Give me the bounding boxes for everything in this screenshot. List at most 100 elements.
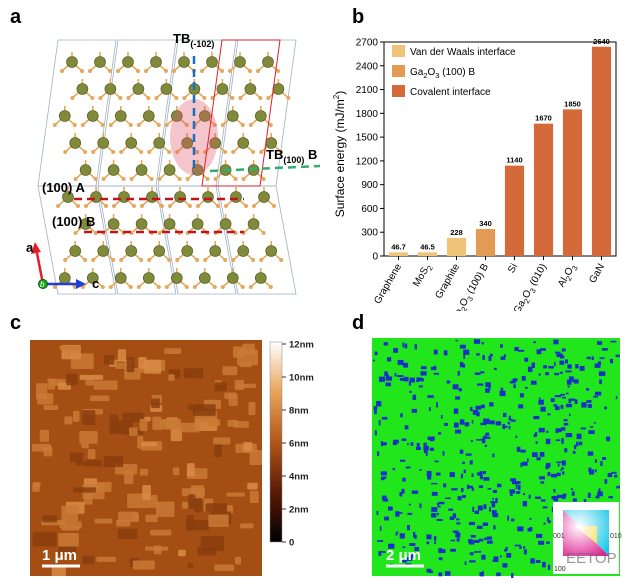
grain <box>386 374 390 380</box>
grain <box>438 432 442 435</box>
grain <box>462 363 466 368</box>
grain <box>574 444 577 450</box>
grain <box>609 358 614 364</box>
oxygen-atom <box>216 204 220 208</box>
gallium-atom <box>58 272 71 284</box>
grain <box>423 442 427 446</box>
grain <box>387 506 393 511</box>
grain <box>538 399 544 405</box>
oxygen-atom <box>261 177 266 181</box>
grain <box>463 349 470 355</box>
oxygen-atom <box>279 258 284 262</box>
oxygen-atom <box>220 285 225 289</box>
grain <box>503 412 507 418</box>
gallium-atom <box>255 272 267 284</box>
grain <box>590 426 594 428</box>
axis-b-origin <box>38 279 48 289</box>
grain <box>472 506 475 512</box>
grain <box>445 497 451 500</box>
bar-value-label: 46.7 <box>391 242 406 251</box>
grain <box>452 530 459 533</box>
terrace <box>116 519 131 527</box>
grain <box>556 353 563 358</box>
oxygen-atom <box>104 204 108 208</box>
grain <box>518 349 525 352</box>
grain <box>515 435 518 438</box>
grain <box>464 422 470 427</box>
oxygen-atom <box>248 123 253 127</box>
grain <box>508 425 511 430</box>
gallium-atom <box>135 164 148 176</box>
grain <box>469 406 473 412</box>
grain <box>535 441 538 444</box>
afm-terraces <box>32 343 262 576</box>
y-tick-label: 2700 <box>356 38 379 49</box>
grain <box>431 482 438 485</box>
grain <box>487 540 493 544</box>
grain <box>491 502 496 508</box>
grain <box>517 526 524 532</box>
grain <box>593 421 596 424</box>
x-tick-label: Graphene <box>372 262 404 306</box>
grain <box>520 462 523 468</box>
grain <box>440 414 443 419</box>
grain <box>409 543 416 547</box>
grain <box>426 568 432 573</box>
oxygen-atom <box>177 177 182 181</box>
chart-legend: Van der Waals interface Ga2O3 (100) B Cova… <box>392 45 516 98</box>
grain <box>566 379 572 385</box>
terrace <box>249 490 259 504</box>
grain <box>510 491 513 497</box>
grain <box>572 450 576 454</box>
grain <box>567 385 570 388</box>
grain <box>540 348 546 351</box>
grain <box>448 508 454 511</box>
terrace <box>233 421 249 428</box>
gallium-atom <box>87 110 99 122</box>
oxygen-atom <box>196 204 200 208</box>
terrace <box>172 467 180 476</box>
oxygen-atom <box>175 150 180 154</box>
grain <box>469 560 476 563</box>
colorbar-tick-label: 6nm <box>289 439 309 450</box>
grain <box>462 494 466 498</box>
crystal-structure-panel: TB(-102) TB(100) B (100) A (100) B a b c <box>26 31 321 295</box>
grain <box>376 510 379 516</box>
terrace <box>151 398 160 409</box>
terrace <box>85 459 102 467</box>
grain <box>489 353 493 357</box>
grain <box>515 481 521 485</box>
gallium-atom <box>94 56 106 68</box>
gallium-atom <box>153 137 165 149</box>
grain <box>521 375 526 381</box>
terrace <box>226 505 234 514</box>
grain <box>581 402 587 408</box>
y-tick-label: 1200 <box>356 156 379 167</box>
bar-value-label: 340 <box>479 219 492 228</box>
grain <box>396 531 399 534</box>
grain <box>378 376 385 382</box>
grain <box>459 344 466 349</box>
grain <box>428 407 431 412</box>
grain <box>604 479 608 484</box>
terrace <box>236 383 257 389</box>
bar-value-label: 1850 <box>564 99 581 108</box>
oxygen-atom <box>90 96 95 100</box>
bar-value-label: 2640 <box>593 37 610 46</box>
grain <box>546 430 549 433</box>
grain <box>481 437 486 444</box>
gallium-atom <box>104 83 117 95</box>
grain <box>553 488 556 493</box>
oxygen-atom <box>111 258 116 262</box>
grain <box>406 557 413 561</box>
oxygen-atom <box>167 150 172 154</box>
oxygen-atom <box>128 123 133 127</box>
grain <box>594 363 601 368</box>
oxygen-atom <box>132 204 136 208</box>
ebsd-grains <box>373 339 621 578</box>
oxygen-atom <box>240 285 245 289</box>
oxygen-atom <box>73 177 78 181</box>
colorbar-tick-label: 8nm <box>289 406 309 417</box>
grain <box>477 505 483 511</box>
colorbar-tick-label: 0 <box>289 538 294 549</box>
